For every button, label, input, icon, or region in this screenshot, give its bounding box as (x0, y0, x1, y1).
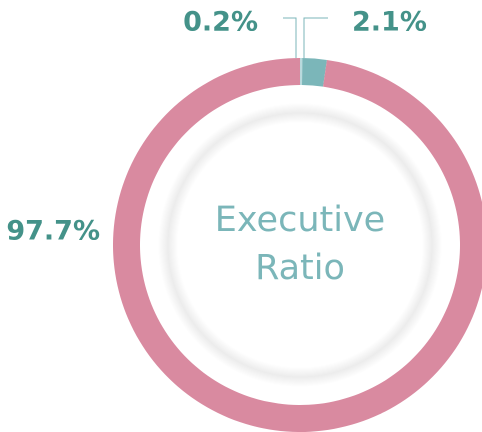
center-text: Executive (215, 200, 385, 240)
center-text: Ratio (255, 248, 345, 288)
slice-label: 2.1% (352, 7, 427, 38)
donut-slice (302, 58, 327, 87)
slice-label: 97.7% (6, 216, 100, 247)
donut-slice (300, 58, 303, 86)
slice-label: 0.2% (183, 7, 258, 38)
leader-line (303, 17, 328, 58)
center-halo (158, 103, 442, 387)
leader-line (283, 17, 297, 58)
